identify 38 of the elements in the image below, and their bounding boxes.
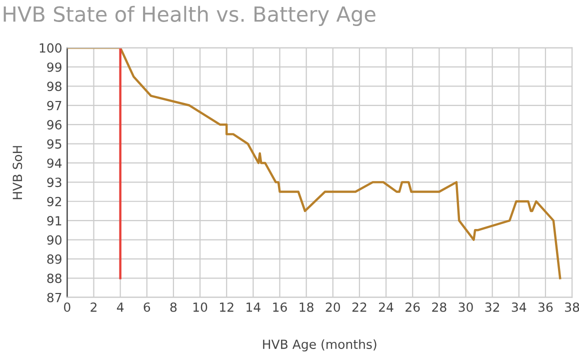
y-tick-label: 87 [47, 292, 62, 302]
x-tick-label: 4 [116, 302, 124, 312]
x-tick-label: 38 [565, 302, 579, 312]
y-tick-label: 88 [47, 274, 62, 284]
y-axis-title: HVB SoH [12, 146, 22, 200]
y-tick-label: 99 [47, 62, 62, 72]
x-tick-label: 24 [379, 302, 394, 312]
x-tick-label: 20 [326, 302, 340, 312]
y-tick-label: 92 [47, 196, 62, 206]
x-tick-label: 8 [170, 302, 177, 312]
x-tick-label: 32 [485, 302, 500, 312]
x-tick-label: 22 [352, 302, 366, 312]
y-tick-label: 97 [47, 100, 62, 110]
y-tick-label: 90 [47, 235, 62, 245]
x-tick-label: 2 [90, 302, 96, 312]
x-tick-label: 34 [512, 302, 526, 312]
x-tick-label: 36 [538, 302, 553, 312]
x-tick-label: 30 [458, 302, 473, 312]
x-tick-label: 10 [193, 302, 208, 312]
line-series [67, 48, 562, 280]
x-tick-label: 0 [64, 302, 70, 312]
y-tick-label: 100 [40, 43, 62, 53]
y-tick-label: 89 [47, 254, 62, 264]
x-tick-label: 28 [432, 302, 446, 312]
x-axis-title: HVB Age (months) [263, 339, 376, 352]
y-tick-label: 96 [47, 120, 62, 130]
x-tick-label: 6 [144, 302, 150, 312]
y-tick-label: 94 [47, 158, 62, 168]
y-tick-label: 91 [47, 216, 62, 226]
x-tick-label: 18 [300, 302, 314, 312]
chart-title: HVB State of Health vs. Battery Age [4, 6, 376, 26]
y-tick-label: 93 [47, 178, 62, 188]
x-tick-label: 16 [273, 302, 287, 312]
y-tick-label: 95 [47, 139, 62, 149]
x-tick-label: 14 [246, 302, 260, 312]
x-tick-label: 12 [220, 302, 234, 312]
x-tick-label: 26 [406, 302, 420, 312]
y-tick-label: 98 [47, 82, 62, 92]
